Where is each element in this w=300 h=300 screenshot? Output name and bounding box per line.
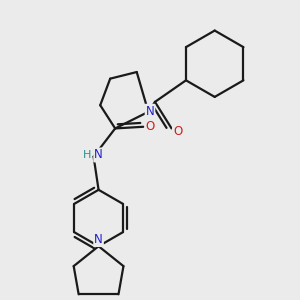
Text: H: H	[83, 150, 91, 160]
Text: N: N	[146, 105, 154, 118]
Text: N: N	[94, 233, 103, 246]
Text: O: O	[146, 120, 154, 133]
Text: O: O	[173, 124, 182, 138]
Text: N: N	[94, 148, 103, 161]
